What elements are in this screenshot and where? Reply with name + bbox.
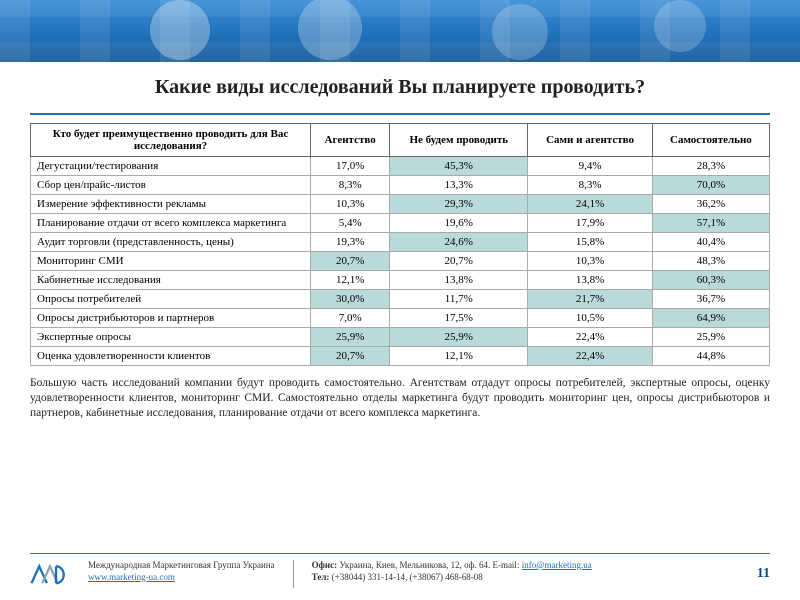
col-1: Агентство	[311, 124, 390, 157]
row-label: Дегустации/тестирования	[31, 157, 311, 176]
cell: 70,0%	[652, 176, 769, 195]
cell: 10,3%	[528, 252, 653, 271]
cell: 13,8%	[390, 271, 528, 290]
cell: 22,4%	[528, 328, 653, 347]
cell: 22,4%	[528, 347, 653, 366]
table-row: Аудит торговли (представленность, цены)1…	[31, 233, 770, 252]
title-rule	[30, 113, 770, 115]
page-number: 11	[757, 566, 770, 582]
cell: 44,8%	[652, 347, 769, 366]
cell: 9,4%	[528, 157, 653, 176]
table-row: Мониторинг СМИ20,7%20,7%10,3%48,3%	[31, 252, 770, 271]
table-row: Экспертные опросы25,9%25,9%22,4%25,9%	[31, 328, 770, 347]
cell: 20,7%	[311, 347, 390, 366]
footer-org-block: Международная Маркетинговая Группа Украи…	[88, 560, 275, 583]
header-banner	[0, 0, 800, 62]
footer-office: Офис: Украина, Киев, Мельникова, 12, оф.…	[312, 560, 592, 572]
table-row: Опросы потребителей30,0%11,7%21,7%36,7%	[31, 290, 770, 309]
cell: 20,7%	[311, 252, 390, 271]
cell: 5,4%	[311, 214, 390, 233]
col-3: Сами и агентство	[528, 124, 653, 157]
cell: 28,3%	[652, 157, 769, 176]
footer-tel: Тел: (+38044) 331-14-14, (+38067) 468-68…	[312, 572, 592, 584]
research-table: Кто будет преимущественно проводить для …	[30, 123, 770, 366]
cell: 25,9%	[390, 328, 528, 347]
cell: 25,9%	[311, 328, 390, 347]
cell: 36,7%	[652, 290, 769, 309]
cell: 25,9%	[652, 328, 769, 347]
col-question: Кто будет преимущественно проводить для …	[31, 124, 311, 157]
row-label: Сбор цен/прайс-листов	[31, 176, 311, 195]
cell: 17,5%	[390, 309, 528, 328]
cell: 48,3%	[652, 252, 769, 271]
cell: 36,2%	[652, 195, 769, 214]
cell: 64,9%	[652, 309, 769, 328]
footer-contact-block: Офис: Украина, Киев, Мельникова, 12, оф.…	[312, 560, 592, 583]
cell: 17,0%	[311, 157, 390, 176]
table-row: Кабинетные исследования12,1%13,8%13,8%60…	[31, 271, 770, 290]
page-footer: Международная Маркетинговая Группа Украи…	[0, 553, 800, 589]
title-row: Какие виды исследований Вы планируете пр…	[0, 62, 800, 109]
footer-divider	[293, 560, 294, 588]
footer-email-link[interactable]: info@marketing.ua	[522, 560, 592, 570]
cell: 29,3%	[390, 195, 528, 214]
row-label: Опросы дистрибьюторов и партнеров	[31, 309, 311, 328]
cell: 20,7%	[390, 252, 528, 271]
cell: 13,3%	[390, 176, 528, 195]
table-row: Опросы дистрибьюторов и партнеров7,0%17,…	[31, 309, 770, 328]
cell: 45,3%	[390, 157, 528, 176]
cell: 11,7%	[390, 290, 528, 309]
page-title: Какие виды исследований Вы планируете пр…	[30, 76, 770, 99]
cell: 13,8%	[528, 271, 653, 290]
cell: 57,1%	[652, 214, 769, 233]
cell: 8,3%	[311, 176, 390, 195]
cell: 60,3%	[652, 271, 769, 290]
logo	[30, 560, 76, 588]
cell: 10,5%	[528, 309, 653, 328]
summary-paragraph: Большую часть исследований компании буду…	[30, 376, 770, 421]
row-label: Опросы потребителей	[31, 290, 311, 309]
table-row: Дегустации/тестирования17,0%45,3%9,4%28,…	[31, 157, 770, 176]
cell: 24,1%	[528, 195, 653, 214]
col-2: Не будем проводить	[390, 124, 528, 157]
cell: 24,6%	[390, 233, 528, 252]
col-4: Самостоятельно	[652, 124, 769, 157]
cell: 10,3%	[311, 195, 390, 214]
row-label: Кабинетные исследования	[31, 271, 311, 290]
cell: 7,0%	[311, 309, 390, 328]
footer-org: Международная Маркетинговая Группа Украи…	[88, 560, 275, 572]
table-row: Оценка удовлетворенности клиентов20,7%12…	[31, 347, 770, 366]
row-label: Экспертные опросы	[31, 328, 311, 347]
table-row: Сбор цен/прайс-листов8,3%13,3%8,3%70,0%	[31, 176, 770, 195]
row-label: Мониторинг СМИ	[31, 252, 311, 271]
cell: 8,3%	[528, 176, 653, 195]
cell: 19,3%	[311, 233, 390, 252]
table-row: Измерение эффективности рекламы10,3%29,3…	[31, 195, 770, 214]
row-label: Измерение эффективности рекламы	[31, 195, 311, 214]
cell: 19,6%	[390, 214, 528, 233]
footer-site-link[interactable]: www.marketing-ua.com	[88, 572, 175, 582]
row-label: Планирование отдачи от всего комплекса м…	[31, 214, 311, 233]
footer-rule	[30, 553, 770, 555]
row-label: Аудит торговли (представленность, цены)	[31, 233, 311, 252]
cell: 12,1%	[390, 347, 528, 366]
cell: 15,8%	[528, 233, 653, 252]
row-label: Оценка удовлетворенности клиентов	[31, 347, 311, 366]
table-row: Планирование отдачи от всего комплекса м…	[31, 214, 770, 233]
cell: 30,0%	[311, 290, 390, 309]
cell: 21,7%	[528, 290, 653, 309]
cell: 40,4%	[652, 233, 769, 252]
cell: 17,9%	[528, 214, 653, 233]
cell: 12,1%	[311, 271, 390, 290]
